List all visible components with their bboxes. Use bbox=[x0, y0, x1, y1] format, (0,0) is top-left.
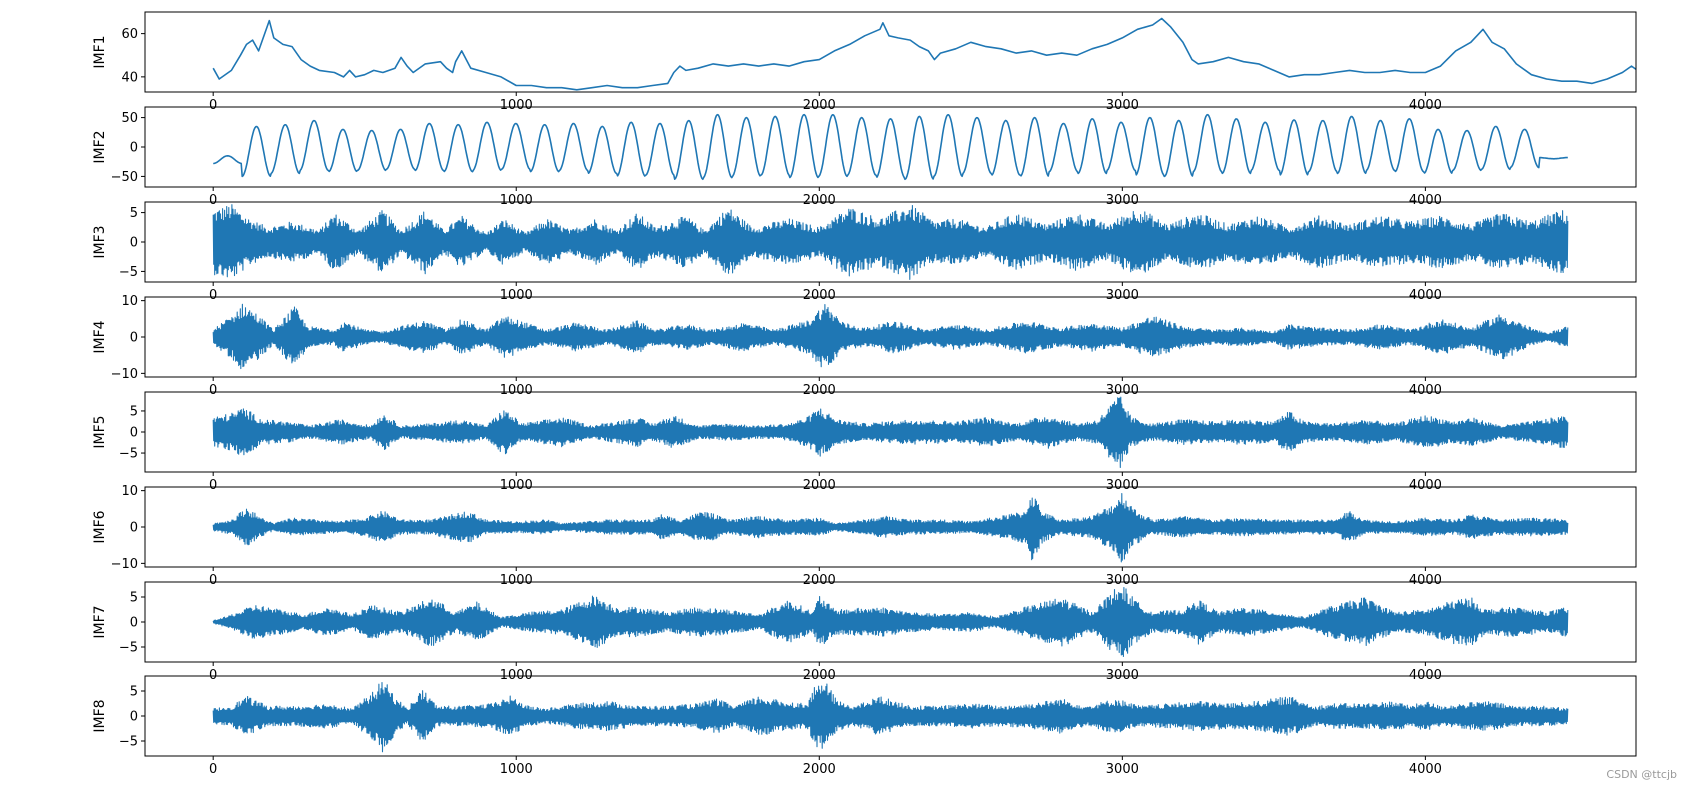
y-tick-label: −10 bbox=[111, 367, 138, 382]
x-tick-label: 1000 bbox=[500, 98, 533, 113]
y-axis-label: IMF8 bbox=[92, 699, 108, 732]
panel-imf1: 40 60 IMF1 0 1000 2000 3000 4000 bbox=[92, 11, 1637, 113]
y-axis-label: IMF3 bbox=[92, 225, 108, 258]
x-tick-label: 3000 bbox=[1106, 573, 1139, 588]
panel-imf6: −10 0 10 IMF6 0 1000 2000 3000 4000 bbox=[92, 484, 1637, 588]
x-tick-label: 0 bbox=[209, 193, 217, 208]
series-line-imf7 bbox=[212, 587, 1569, 658]
y-axis-label: IMF6 bbox=[92, 510, 108, 543]
x-tick-label: 4000 bbox=[1409, 478, 1442, 493]
axes-frame bbox=[144, 11, 1637, 93]
x-tick-label: 2000 bbox=[803, 762, 836, 777]
x-tick-label: 0 bbox=[209, 98, 217, 113]
x-tick-label: 2000 bbox=[803, 383, 836, 398]
y-axis-label: IMF2 bbox=[92, 130, 108, 163]
x-tick-label: 1000 bbox=[500, 762, 533, 777]
x-tick-label: 4000 bbox=[1409, 98, 1442, 113]
series-line-imf5 bbox=[212, 396, 1569, 469]
y-tick-label: −50 bbox=[111, 170, 138, 185]
y-tick-label: 40 bbox=[121, 70, 138, 85]
x-tick-label: 2000 bbox=[803, 98, 836, 113]
y-tick-label: −10 bbox=[111, 557, 138, 572]
x-tick-label: 0 bbox=[209, 762, 217, 777]
x-tick-label: 1000 bbox=[500, 478, 533, 493]
y-tick-label: 10 bbox=[121, 484, 138, 499]
x-tick-label: 4000 bbox=[1409, 193, 1442, 208]
watermark: CSDN @ttcjb bbox=[1606, 768, 1677, 781]
x-tick-label: 2000 bbox=[803, 288, 836, 303]
y-axis-label: IMF4 bbox=[92, 320, 108, 353]
y-tick-label: −5 bbox=[119, 447, 138, 462]
x-tick-label: 0 bbox=[209, 573, 217, 588]
y-tick-label: 0 bbox=[130, 616, 138, 631]
series-line-imf6 bbox=[212, 493, 1569, 563]
y-tick-label: 0 bbox=[130, 710, 138, 725]
y-axis-label: IMF5 bbox=[92, 415, 108, 448]
x-tick-label: 2000 bbox=[803, 193, 836, 208]
panel-imf2: −50 0 50 IMF2 0 1000 2000 3000 4000 bbox=[92, 106, 1637, 208]
x-tick-label: 0 bbox=[209, 383, 217, 398]
x-tick-label: 4000 bbox=[1409, 573, 1442, 588]
x-tick-label: 0 bbox=[209, 288, 217, 303]
y-axis-label: IMF1 bbox=[92, 35, 108, 68]
y-tick-label: −5 bbox=[119, 265, 138, 280]
y-tick-label: 5 bbox=[130, 685, 138, 700]
y-tick-label: 10 bbox=[121, 294, 138, 309]
x-tick-label: 2000 bbox=[803, 573, 836, 588]
series-line-imf2 bbox=[213, 113, 1568, 181]
y-tick-label: 0 bbox=[130, 331, 138, 346]
panel-imf5: −5 0 5 IMF5 0 1000 2000 3000 4000 bbox=[92, 391, 1637, 493]
x-tick-label: 3000 bbox=[1106, 98, 1139, 113]
series-line-imf3 bbox=[212, 204, 1569, 280]
x-tick-label: 4000 bbox=[1409, 762, 1442, 777]
x-tick-label: 1000 bbox=[500, 193, 533, 208]
panel-imf3: −5 0 5 IMF3 0 1000 2000 3000 4000 bbox=[92, 201, 1637, 303]
x-tick-label: 3000 bbox=[1106, 193, 1139, 208]
series-line-imf1 bbox=[212, 17, 1636, 91]
y-tick-label: 0 bbox=[130, 521, 138, 536]
x-tick-label: 0 bbox=[209, 478, 217, 493]
y-tick-label: 50 bbox=[121, 111, 138, 126]
y-tick-label: −5 bbox=[119, 735, 138, 750]
y-tick-label: 0 bbox=[130, 141, 138, 156]
y-tick-label: 5 bbox=[130, 206, 138, 221]
x-tick-label: 1000 bbox=[500, 573, 533, 588]
x-tick-label: 3000 bbox=[1106, 383, 1139, 398]
y-tick-label: 0 bbox=[130, 426, 138, 441]
y-tick-label: 5 bbox=[130, 591, 138, 606]
panel-imf8: −5 0 5 IMF8 0 1000 2000 3000 4000 bbox=[92, 675, 1637, 777]
series-line-imf4 bbox=[212, 303, 1569, 370]
y-tick-label: −5 bbox=[119, 641, 138, 656]
y-tick-label: 5 bbox=[130, 404, 138, 419]
x-tick-label: 4000 bbox=[1409, 383, 1442, 398]
x-tick-label: 3000 bbox=[1106, 762, 1139, 777]
x-tick-label: 1000 bbox=[500, 288, 533, 303]
x-tick-label: 1000 bbox=[500, 383, 533, 398]
x-tick-label: 4000 bbox=[1409, 288, 1442, 303]
x-tick-label: 2000 bbox=[803, 478, 836, 493]
series-line-imf8 bbox=[212, 682, 1569, 753]
x-tick-label: 3000 bbox=[1106, 478, 1139, 493]
y-tick-label: 0 bbox=[130, 236, 138, 251]
y-axis-label: IMF7 bbox=[92, 605, 108, 638]
y-tick-label: 60 bbox=[121, 27, 138, 42]
panel-imf4: −10 0 10 IMF4 0 1000 2000 3000 4000 bbox=[92, 294, 1637, 398]
x-tick-label: 3000 bbox=[1106, 288, 1139, 303]
